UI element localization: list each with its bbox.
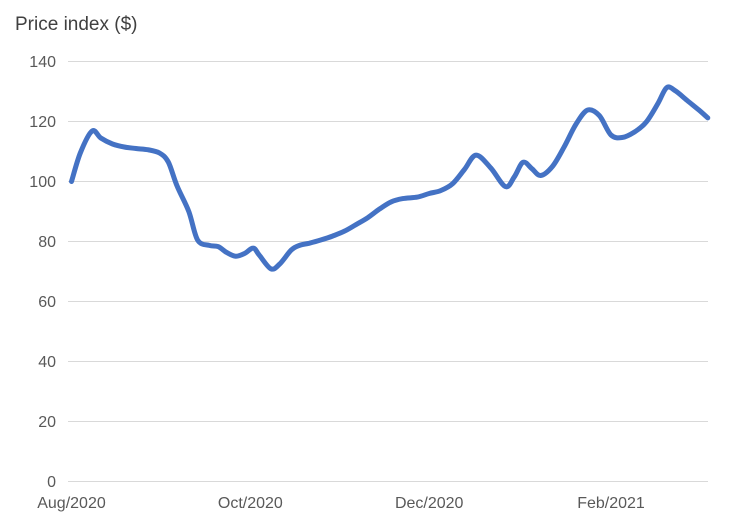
y-axis-tick-label: 80	[38, 234, 56, 251]
y-axis-tick-label: 20	[38, 414, 56, 431]
price-index-line-series	[69, 84, 711, 272]
y-axis-tick-label: 40	[38, 354, 56, 371]
x-axis-tick-label: Aug/2020	[37, 495, 106, 512]
y-axis-tick-label: 140	[29, 54, 56, 71]
x-axis-tick-label: Feb/2021	[577, 495, 645, 512]
x-axis-tick-label: Dec/2020	[395, 495, 464, 512]
y-axis-tick-label: 120	[29, 114, 56, 131]
x-axis-tick-label: Oct/2020	[218, 495, 283, 512]
y-axis-tick-label: 60	[38, 294, 56, 311]
y-axis-tick-label: 0	[47, 474, 56, 491]
chart-title: Price index ($)	[15, 14, 138, 35]
y-axis-tick-label: 100	[29, 174, 56, 191]
